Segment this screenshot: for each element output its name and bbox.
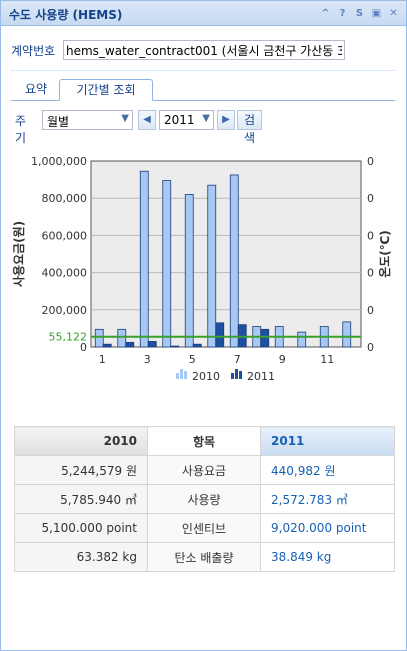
contract-row: 계약번호 [11,39,345,61]
y-tick-label: 800,000 [42,192,88,205]
x-tick-label: 9 [279,353,286,366]
cell-item: 인센티브 [147,513,261,543]
cell-2011: 38.849 kg [260,542,395,572]
panel-titlebar: 수도 사용량 (HEMS) ^ ? S ▣ ✕ [1,1,406,26]
table-row: 5,244,579 원 사용요금 440,982 원 [14,455,395,485]
bar-2010 [297,331,307,348]
bar-2011 [147,341,157,348]
table-header-row: 2010 항목 2011 [14,426,395,456]
cell-2010: 63.382 kg [14,542,148,572]
bar-2010 [139,170,149,348]
x-tick-label: 5 [189,353,196,366]
tab-period-query[interactable]: 기간별 조회 [59,79,153,101]
cell-2010: 5,100.000 point [14,513,148,543]
cell-item: 사용요금 [147,455,261,485]
bar-2011 [215,322,225,348]
bar-2010 [162,180,172,348]
header-2010: 2010 [14,426,148,456]
legend-swatch [231,373,234,379]
cell-item: 탄소 배출량 [147,542,261,572]
cell-2011: 2,572.783 ㎥ [260,484,395,514]
tab-bar: 요약 기간별 조회 [11,79,395,101]
y2-tick-label: 0 [367,341,374,354]
y-axis-label: 사용요금(원) [11,221,26,287]
cell-2010: 5,244,579 원 [14,455,148,485]
chevron-down-icon: ▼ [121,113,129,124]
cell-2011: 9,020.000 point [260,513,395,543]
y2-tick-label: 0 [367,155,374,168]
close-icon[interactable]: ✕ [389,8,398,19]
x-tick-label: 1 [99,353,106,366]
bar-2011 [260,328,270,348]
legend-swatch [180,369,183,379]
refresh-icon[interactable]: S [355,8,364,19]
bar-2010 [94,328,104,348]
legend-swatch [235,369,238,379]
bar-2010 [342,321,352,348]
tab-summary[interactable]: 요약 [24,82,48,96]
y2-tick-label: 0 [367,192,374,205]
x-tick-label: 11 [320,353,334,366]
bar-2011 [170,345,180,348]
search-button[interactable]: 검색 [237,110,263,145]
cell-item: 사용량 [147,484,261,514]
chevron-down-icon: ▼ [202,113,210,124]
y-tick-label: 0 [80,341,87,354]
y-tick-label: 1,000,000 [31,155,87,168]
bar-2010 [229,174,239,348]
table-row: 5,100.000 point 인센티브 9,020.000 point [14,513,395,543]
contract-input[interactable] [63,40,345,60]
y-tick-label: 400,000 [42,267,88,280]
usage-chart: 1,000,000 800,000 600,000 400,000 200,000 0 0 0… [11,142,396,392]
x-tick-label: 7 [234,353,241,366]
plot-area [90,160,362,348]
bar-2010 [117,328,127,348]
next-year-button[interactable]: ▶ [217,110,235,130]
y2-tick-label: 0 [367,229,374,242]
bar-2011 [192,343,202,348]
bar-2010 [207,184,217,348]
year-select-value: 2011 [164,113,195,127]
y-tick-label: 600,000 [42,229,88,242]
period-select[interactable]: 월별 ▼ [42,110,133,130]
legend-swatch [239,371,242,379]
table-row: 63.382 kg 탄소 배출량 38.849 kg [14,542,395,572]
header-2011: 2011 [260,426,395,456]
maximize-icon[interactable]: ▣ [371,8,382,19]
table-row: 5,785.940 ㎥ 사용량 2,572.783 ㎥ [14,484,395,514]
panel-title: 수도 사용량 (HEMS) [9,8,123,22]
period-label: 주기 [15,114,27,145]
year-select[interactable]: 2011 ▼ [159,110,214,130]
help-icon[interactable]: ? [339,8,346,19]
header-item: 항목 [147,426,261,456]
prev-year-button[interactable]: ◀ [138,110,156,130]
bar-2010 [184,194,194,348]
bar-2011 [102,343,112,348]
legend-label: 2011 [247,370,275,383]
x-tick-label: 3 [144,353,151,366]
bar-2011 [125,341,135,348]
y2-tick-label: 0 [367,304,374,317]
y-tick-label: 200,000 [42,304,88,317]
usage-chart-svg: 1,000,000 800,000 600,000 400,000 200,000 0 0 0… [11,155,392,383]
y2-tick-label: 0 [367,267,374,280]
collapse-icon[interactable]: ^ [321,8,330,19]
reference-line-label: 55,122 [49,331,88,344]
title-tools: ^ ? S ▣ ✕ [319,7,400,20]
cell-2011: 440,982 원 [260,455,395,485]
divider [11,70,395,71]
contract-label: 계약번호 [11,43,56,58]
legend-label: 2010 [192,370,220,383]
y2-axis-label: 온도(℃) [377,230,392,278]
legend-swatch [176,373,179,379]
legend-swatch [184,371,187,379]
period-select-value: 월별 [47,115,70,129]
cell-2010: 5,785.940 ㎥ [14,484,148,514]
comparison-table: 2010 항목 2011 5,244,579 원 사용요금 440,982 원 … [14,426,395,572]
